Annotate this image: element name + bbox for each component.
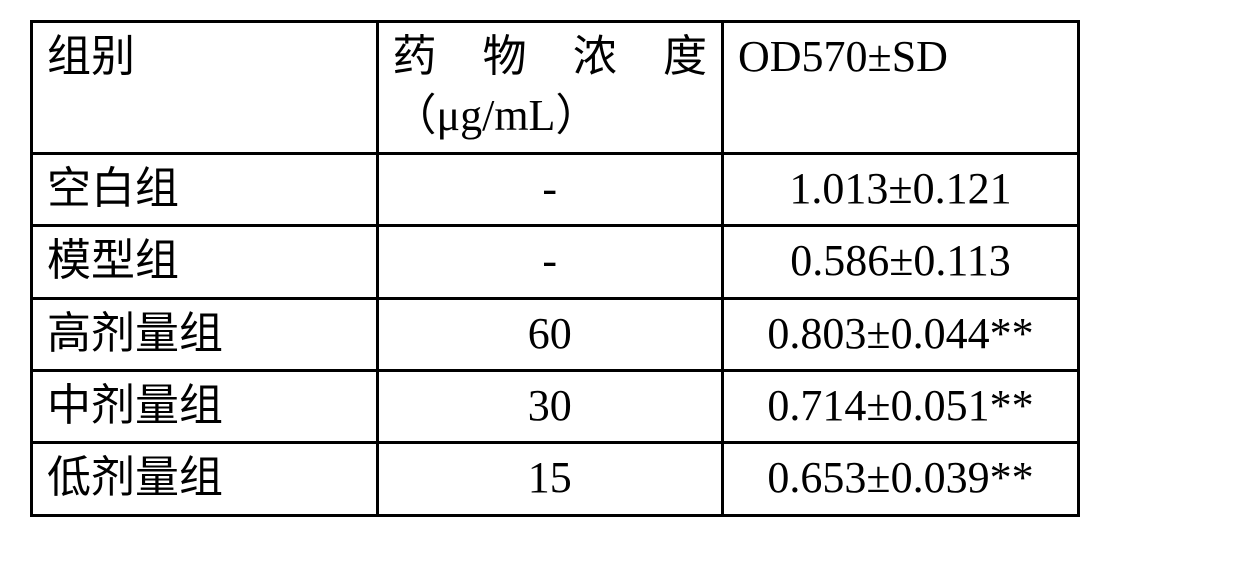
table-row: 中剂量组 30 0.714±0.051**	[32, 370, 1079, 442]
cell-group: 高剂量组	[32, 298, 378, 370]
od-value: 1.013±0.121	[789, 164, 1011, 213]
page-container: 组别 药物浓度 （μg/mL） OD570±SD 空白组 - 1.013±0.1…	[0, 0, 1240, 563]
cell-group: 模型组	[32, 226, 378, 298]
table-row: 空白组 - 1.013±0.121	[32, 153, 1079, 225]
header-label-od: OD570±SD	[738, 32, 948, 81]
cell-od: 0.714±0.051**	[723, 370, 1079, 442]
od-value: 0.803±0.044	[767, 309, 989, 358]
cell-group: 中剂量组	[32, 370, 378, 442]
cell-od: 0.586±0.113	[723, 226, 1079, 298]
cell-group: 低剂量组	[32, 443, 378, 515]
table-header-row: 组别 药物浓度 （μg/mL） OD570±SD	[32, 22, 1079, 154]
header-label-group: 组别	[47, 32, 135, 81]
table-row: 低剂量组 15 0.653±0.039**	[32, 443, 1079, 515]
table-row: 高剂量组 60 0.803±0.044**	[32, 298, 1079, 370]
significance-marker: **	[990, 453, 1034, 502]
od-value: 0.653±0.039	[767, 453, 989, 502]
cell-concentration: -	[377, 153, 723, 225]
od-value: 0.586±0.113	[790, 236, 1011, 285]
header-label-concentration-line1: 药物浓度	[393, 27, 708, 86]
table-body: 组别 药物浓度 （μg/mL） OD570±SD 空白组 - 1.013±0.1…	[32, 22, 1079, 516]
cell-concentration: -	[377, 226, 723, 298]
data-table: 组别 药物浓度 （μg/mL） OD570±SD 空白组 - 1.013±0.1…	[30, 20, 1080, 517]
header-cell-group: 组别	[32, 22, 378, 154]
cell-concentration: 30	[377, 370, 723, 442]
header-label-concentration-line2: （μg/mL）	[393, 86, 708, 145]
od-value: 0.714±0.051	[767, 381, 989, 430]
header-cell-od: OD570±SD	[723, 22, 1079, 154]
cell-od: 0.653±0.039**	[723, 443, 1079, 515]
cell-concentration: 60	[377, 298, 723, 370]
cell-group: 空白组	[32, 153, 378, 225]
table-row: 模型组 - 0.586±0.113	[32, 226, 1079, 298]
significance-marker: **	[990, 309, 1034, 358]
cell-od: 1.013±0.121	[723, 153, 1079, 225]
significance-marker: **	[990, 381, 1034, 430]
header-cell-concentration: 药物浓度 （μg/mL）	[377, 22, 723, 154]
cell-concentration: 15	[377, 443, 723, 515]
cell-od: 0.803±0.044**	[723, 298, 1079, 370]
